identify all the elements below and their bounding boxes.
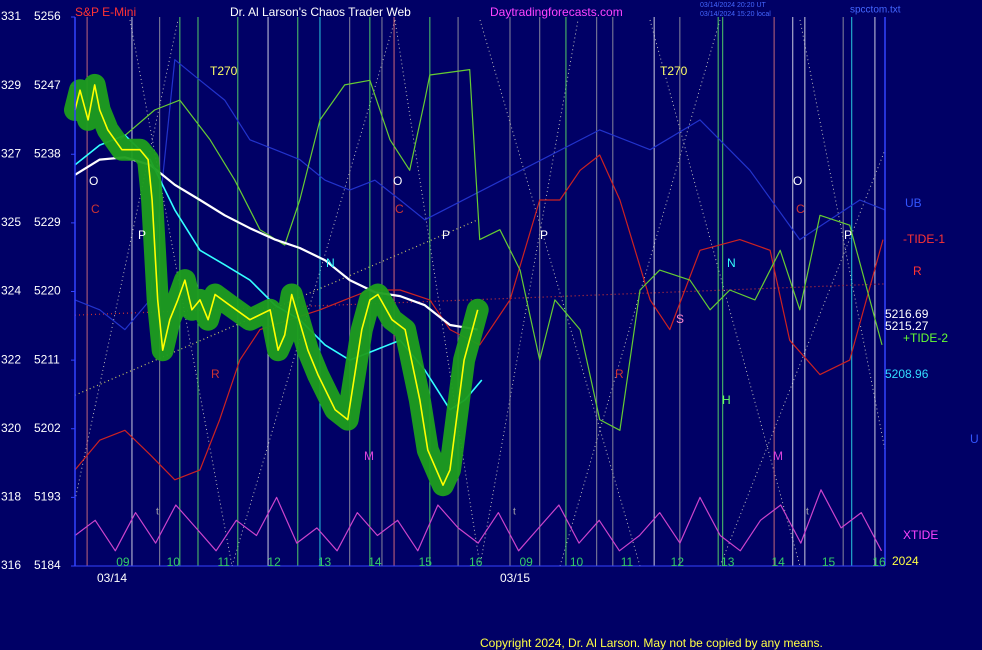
stamp: 03/14/2024 20:20 UT	[700, 2, 766, 9]
date-label: 03/14	[97, 571, 127, 585]
series-line	[74, 489, 883, 552]
annotation: R	[211, 367, 220, 381]
y-tick-label: 5220	[34, 284, 61, 298]
left-scale-label: 327	[1, 146, 21, 160]
x-tick-label: 14	[771, 555, 785, 569]
annotation: O	[393, 174, 402, 188]
left-scale-label: 329	[1, 78, 21, 92]
x-tick-label: 16	[469, 555, 483, 569]
symbol: S&P E-Mini	[75, 5, 136, 19]
cross-line	[479, 19, 579, 567]
y-tick-label: 5256	[34, 9, 61, 23]
copyright: Copyright 2024, Dr. Al Larson. May not b…	[480, 636, 823, 650]
annotation: P	[844, 228, 852, 242]
left-scale-label: 331	[1, 9, 21, 23]
y-tick-label: 5238	[34, 146, 61, 160]
y-tick-label: 5184	[34, 558, 61, 572]
x-tick-label: 09	[519, 555, 533, 569]
annotation: t	[806, 507, 809, 518]
annotation: R	[615, 367, 624, 381]
right-label: 5216.69	[885, 307, 929, 321]
date-label: 03/15	[500, 571, 530, 585]
annotation: M	[364, 449, 374, 463]
left-scale-label: 325	[1, 215, 21, 229]
right-label: XTIDE	[903, 528, 938, 542]
annotation: N	[727, 256, 736, 270]
x-tick-label: 13	[318, 555, 332, 569]
y-tick-label: 5211	[34, 352, 60, 366]
x-tick-label: 12	[671, 555, 685, 569]
annotation: O	[793, 174, 802, 188]
y-tick-label: 5229	[34, 215, 61, 229]
left-scale-label: 320	[1, 421, 21, 435]
cross-line	[129, 19, 233, 567]
x-tick-label: 15	[822, 555, 836, 569]
right-label: 5208.96	[885, 367, 929, 381]
annotation: t	[513, 507, 516, 518]
annotation: S	[676, 312, 684, 326]
annotation: M	[773, 449, 783, 463]
annotation: P	[442, 228, 450, 242]
annotation: H	[722, 393, 731, 407]
plot-area	[64, 16, 886, 567]
left-scale-label: 322	[1, 352, 21, 366]
file-name: spcctom.txt	[850, 5, 901, 16]
annotation: T270	[210, 64, 238, 78]
left-scale-label: 324	[1, 284, 21, 298]
right-label: UB	[905, 196, 922, 210]
annotation: P	[138, 228, 146, 242]
annotation: C	[395, 202, 404, 216]
series-line	[74, 59, 886, 331]
cross-line	[394, 19, 481, 567]
x-tick-label: 09	[116, 555, 130, 569]
site: Daytradingforecasts.com	[490, 5, 623, 19]
annotation: O	[89, 174, 98, 188]
right-label: 2024	[892, 554, 919, 568]
left-scale-label: 316	[1, 558, 21, 572]
left-scale-label: 318	[1, 490, 21, 504]
cross-line	[231, 19, 396, 567]
annotation: P	[540, 228, 548, 242]
y-tick-label: 5247	[34, 78, 61, 92]
x-tick-label: 12	[267, 555, 281, 569]
x-tick-label: 11	[621, 555, 634, 569]
right-label: -TIDE-1	[903, 232, 945, 246]
x-tick-label: 10	[167, 555, 181, 569]
right-label: R	[913, 264, 922, 278]
right-label: U	[970, 432, 979, 446]
annotation: C	[91, 202, 100, 216]
annotation: N	[326, 256, 335, 270]
x-tick-label: 14	[368, 555, 382, 569]
right-label: +TIDE-2	[903, 331, 948, 345]
annotation: T270	[660, 64, 688, 78]
x-tick-label: 13	[721, 555, 735, 569]
x-tick-label: 15	[419, 555, 433, 569]
annotation: C	[796, 202, 805, 216]
x-tick-label: 11	[217, 555, 230, 569]
y-tick-label: 5193	[34, 490, 61, 504]
x-tick-label: 16	[872, 555, 886, 569]
chart-title: Dr. Al Larson's Chaos Trader Web	[230, 5, 411, 19]
cross-line	[719, 149, 886, 567]
right-label: 5215.27	[885, 319, 929, 333]
series-line	[74, 84, 479, 487]
cross-line	[479, 19, 641, 567]
stamp: 03/14/2024 15:20 local	[700, 11, 771, 18]
x-tick-label: 10	[570, 555, 584, 569]
annotation: t	[156, 507, 159, 518]
y-tick-label: 5202	[34, 421, 61, 435]
